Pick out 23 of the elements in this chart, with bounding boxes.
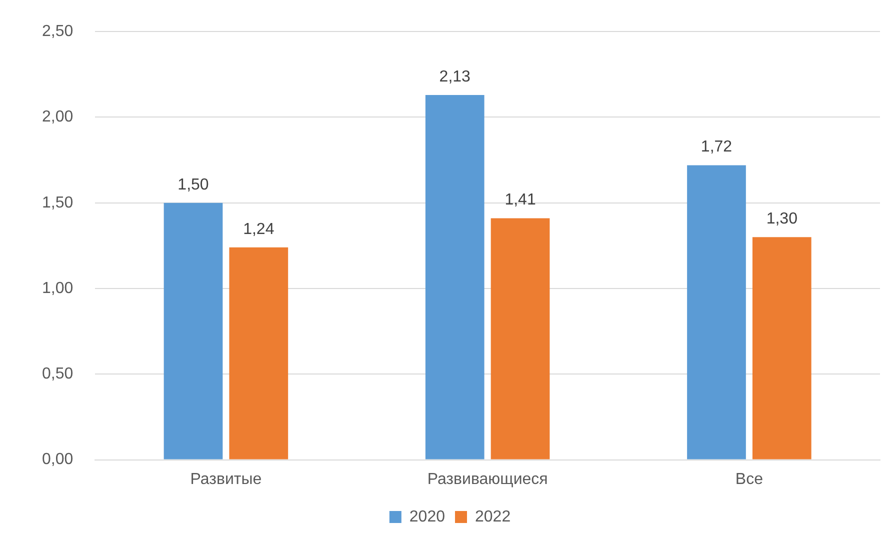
y-tick-label: 1,00 (42, 280, 74, 297)
bar (425, 94, 484, 460)
bar (490, 218, 550, 460)
data-label: 1,50 (178, 176, 209, 194)
y-tick-label: 1,50 (42, 194, 74, 212)
legend-label: 2022 (475, 508, 511, 526)
bar (164, 202, 223, 460)
y-tick-label: 0,50 (42, 366, 74, 383)
data-label: 1,30 (766, 210, 798, 228)
data-label: 1,41 (504, 192, 536, 209)
data-label: 2,13 (439, 68, 471, 86)
x-tick-label: Все (735, 470, 764, 488)
y-tick-label: 2,50 (42, 23, 74, 40)
y-tick-label: 2,00 (42, 108, 74, 126)
data-label: 1,24 (243, 220, 274, 238)
bar (752, 237, 812, 460)
data-label: 1,72 (700, 138, 732, 156)
bar (687, 165, 746, 460)
legend-label: 2020 (409, 508, 446, 526)
y-tick-label: 0,00 (42, 451, 74, 468)
x-tick-label: Развитые (190, 470, 262, 488)
x-tick-label: Развивающиеся (427, 470, 548, 488)
bar (229, 247, 288, 460)
